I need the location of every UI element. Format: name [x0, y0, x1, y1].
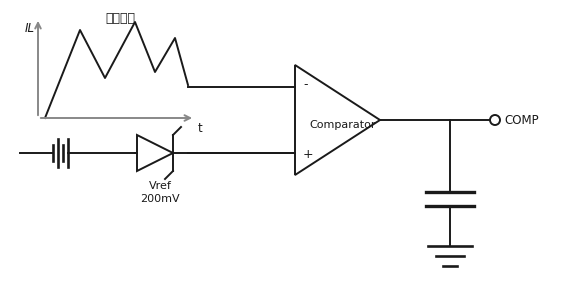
- Text: 电感电流: 电感电流: [105, 12, 135, 25]
- Text: IL: IL: [25, 22, 35, 35]
- Text: -: -: [303, 78, 307, 91]
- Text: Vref
200mV: Vref 200mV: [140, 181, 180, 204]
- Circle shape: [490, 115, 500, 125]
- Text: Comparator: Comparator: [309, 120, 376, 130]
- Text: COMP: COMP: [504, 113, 538, 127]
- Text: t: t: [198, 122, 203, 135]
- Text: +: +: [303, 148, 314, 162]
